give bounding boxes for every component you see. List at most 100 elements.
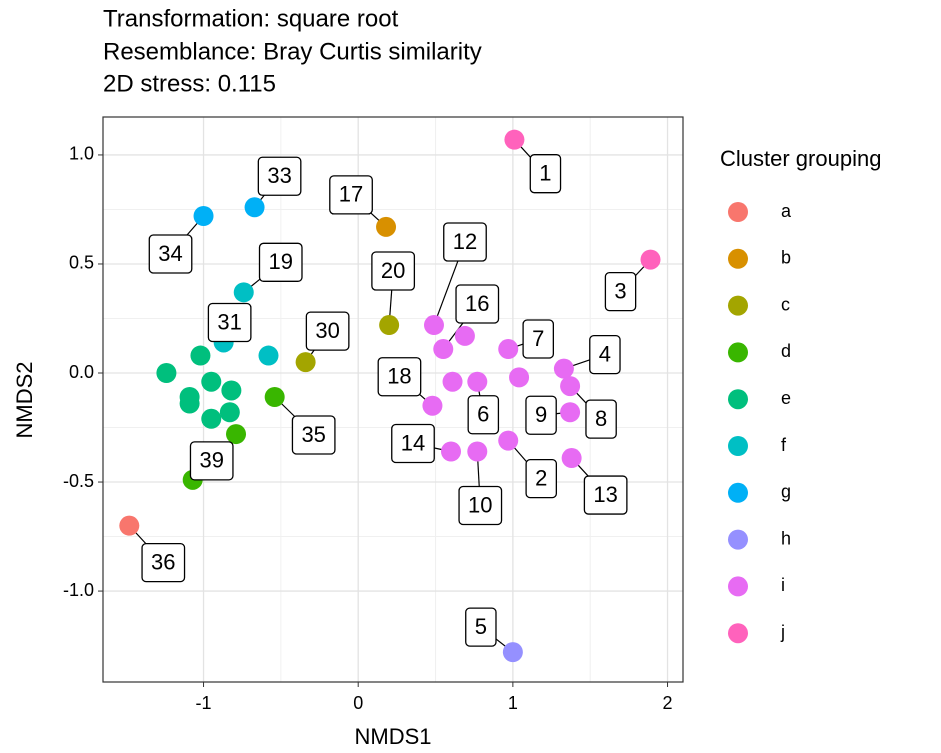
label-frame bbox=[371, 251, 416, 291]
label-box: 34 bbox=[148, 234, 193, 274]
legend-label: j bbox=[780, 622, 785, 642]
point bbox=[244, 197, 265, 218]
label-box: 10 bbox=[458, 485, 503, 526]
legend-label: i bbox=[781, 575, 785, 595]
point-labels: 3617203035391931343351216748618914102131… bbox=[141, 154, 637, 647]
y-tick-label: 0.5 bbox=[69, 253, 94, 273]
legend-label: e bbox=[781, 388, 791, 408]
label-frame bbox=[291, 415, 336, 455]
label-box: 30 bbox=[305, 311, 350, 351]
label-frame bbox=[585, 399, 617, 439]
point bbox=[233, 282, 254, 303]
legend-label: d bbox=[781, 341, 791, 361]
label-frame bbox=[529, 154, 562, 194]
point-label: 10 bbox=[468, 492, 492, 517]
label-box: 3 bbox=[604, 271, 637, 312]
label-box: 18 bbox=[377, 357, 422, 397]
point bbox=[201, 371, 222, 392]
legend-label: f bbox=[781, 435, 787, 455]
point bbox=[193, 206, 214, 227]
point bbox=[509, 367, 530, 388]
label-box: 19 bbox=[258, 242, 303, 282]
point-label: 31 bbox=[217, 309, 241, 334]
point-label: 1 bbox=[539, 160, 551, 185]
point bbox=[190, 345, 211, 366]
label-box: 5 bbox=[465, 607, 497, 647]
panel-border bbox=[102, 116, 684, 683]
point bbox=[295, 352, 316, 373]
x-axis-label: NMDS1 bbox=[354, 724, 431, 749]
point-label: 39 bbox=[199, 448, 223, 473]
label-frame bbox=[522, 319, 555, 359]
label-frame bbox=[465, 607, 497, 647]
y-axis-label: NMDS2 bbox=[12, 361, 37, 438]
point bbox=[201, 408, 222, 429]
legend-label: b bbox=[781, 248, 791, 268]
point-label: 34 bbox=[158, 241, 182, 266]
point bbox=[226, 424, 247, 445]
legend-label: c bbox=[781, 294, 790, 314]
point bbox=[454, 325, 475, 346]
point bbox=[560, 402, 581, 423]
point bbox=[467, 441, 488, 462]
point-label: 3 bbox=[614, 278, 626, 303]
label-box: 2 bbox=[525, 458, 558, 499]
legend-swatch bbox=[728, 623, 748, 644]
point-label: 5 bbox=[475, 614, 487, 639]
label-box: 39 bbox=[189, 441, 234, 481]
point-label: 17 bbox=[339, 182, 363, 207]
legend-swatch bbox=[728, 342, 748, 363]
label-box: 8 bbox=[585, 399, 617, 439]
point bbox=[640, 249, 661, 270]
chart-subtitle: Resemblance: Bray Curtis similarity bbox=[103, 38, 482, 65]
y-tick-label: -1.0 bbox=[63, 580, 94, 600]
label-box: 36 bbox=[141, 542, 186, 583]
label-frame bbox=[525, 458, 558, 499]
label-box: 1 bbox=[529, 154, 562, 194]
label-box: 9 bbox=[525, 395, 557, 435]
label-box: 33 bbox=[257, 156, 302, 196]
label-box: 35 bbox=[291, 415, 336, 455]
point bbox=[560, 376, 581, 397]
point-label: 19 bbox=[269, 249, 293, 274]
label-frame bbox=[455, 284, 500, 324]
marks: 3617203035391931343351216748618914102131… bbox=[119, 129, 661, 663]
legend-swatch bbox=[728, 295, 748, 316]
point-label: 2 bbox=[535, 465, 547, 490]
label-box: 14 bbox=[391, 423, 435, 464]
label-frame bbox=[189, 441, 234, 481]
point bbox=[119, 515, 140, 536]
point bbox=[422, 395, 443, 416]
legend-swatch bbox=[728, 248, 748, 269]
points bbox=[119, 129, 661, 663]
label-frame bbox=[443, 222, 487, 262]
label-frame bbox=[148, 234, 193, 274]
label-box: 12 bbox=[443, 222, 487, 262]
point-label: 7 bbox=[532, 326, 544, 351]
point-label: 33 bbox=[267, 163, 291, 188]
label-box: 31 bbox=[207, 302, 252, 343]
point-label: 20 bbox=[381, 258, 405, 283]
chart-subtitle: 2D stress: 0.115 bbox=[103, 70, 276, 97]
legend-label: g bbox=[781, 482, 791, 502]
point-label: 12 bbox=[453, 229, 477, 254]
legend-swatch bbox=[728, 436, 748, 456]
label-frame bbox=[467, 395, 500, 435]
label-frame bbox=[305, 311, 350, 351]
y-tick-label: -0.5 bbox=[63, 471, 94, 491]
x-tick-label: -1 bbox=[196, 693, 212, 713]
label-frame bbox=[329, 175, 373, 215]
chart-title: Transformation: square root bbox=[103, 5, 399, 32]
point bbox=[467, 371, 488, 392]
point bbox=[379, 315, 400, 336]
point bbox=[504, 129, 525, 150]
point-label: 30 bbox=[315, 318, 339, 343]
point bbox=[433, 339, 454, 360]
point bbox=[561, 448, 582, 469]
label-box: 20 bbox=[371, 251, 416, 291]
point-label: 18 bbox=[387, 364, 411, 389]
point-label: 14 bbox=[401, 430, 425, 455]
label-frame bbox=[258, 242, 303, 282]
point-label: 9 bbox=[535, 402, 547, 427]
